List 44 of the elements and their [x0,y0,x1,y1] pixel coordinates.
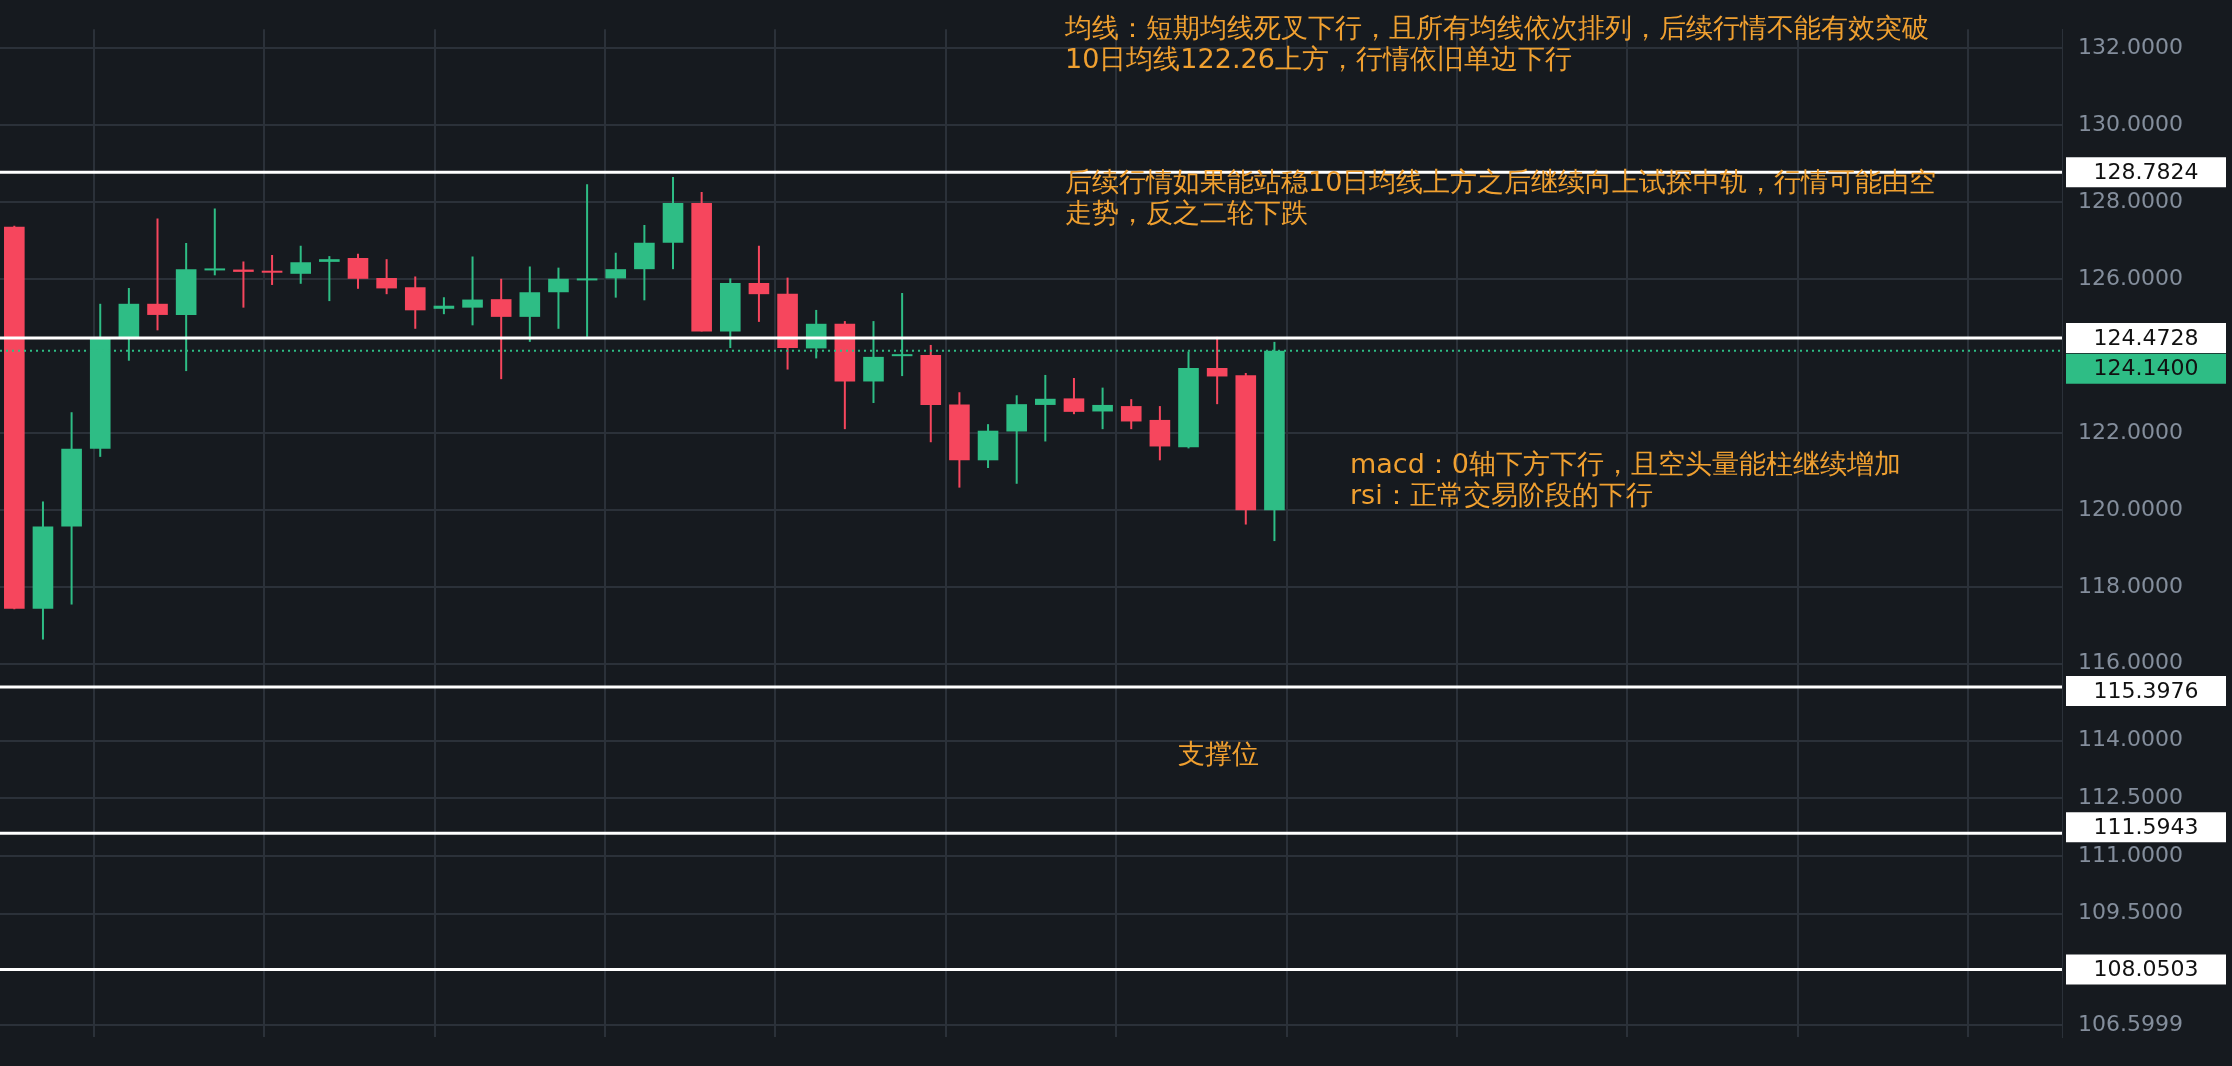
y-tick-label: 126.0000 [2078,264,2183,290]
candlestick [576,183,598,338]
y-tick-label: 128.0000 [2078,187,2183,213]
candlestick [462,255,483,327]
y-tick-label: 114.0000 [2078,726,2183,752]
ref-line-label: 128.7824 [2093,158,2199,184]
y-tick-label: 116.0000 [2078,649,2183,675]
candlestick [1120,398,1142,431]
candlestick [147,217,168,332]
candlestick [319,255,340,303]
candlestick [204,207,226,277]
candlestick [1092,386,1113,431]
y-tick-label: 109.5000 [2078,899,2183,925]
ref-line-label: 115.3976 [2093,677,2199,703]
candlestick [1035,373,1056,443]
candlestick [261,253,283,286]
y-tick-label: 106.5999 [2078,1010,2183,1036]
candlestick [548,266,569,330]
annotation: macd：0轴下方下行，且空头量能柱继续增加 [1350,448,1902,479]
annotation: rsi：正常交易阶段的下行 [1350,479,1653,510]
y-tick-label: 130.0000 [2078,111,2183,137]
candlestick [376,258,397,296]
annotation: 后续行情如果能站稳10日均线上方之后继续向上试探中轨，行情可能由空 [1065,166,1937,197]
candlestick [605,251,627,299]
y-tick-label: 118.0000 [2078,572,2183,598]
ref-line-label: 124.4728 [2093,324,2199,350]
y-tick-label: 112.5000 [2078,784,2183,810]
ref-line-label: 111.5943 [2093,813,2199,839]
ref-line-label: 108.0503 [2093,956,2199,982]
annotation: 走势，反之二轮下跌 [1065,197,1308,228]
y-tick-label: 111.0000 [2078,841,2183,867]
candlestick [1063,377,1085,416]
y-tick-label: 122.0000 [2078,418,2183,444]
y-tick-label: 132.0000 [2078,34,2183,60]
candlestick [404,275,426,330]
ref-line-label: 124.1400 [2093,355,2199,381]
candlestick [490,277,512,381]
y-tick-label: 120.0000 [2078,495,2183,521]
candlestick [290,244,312,285]
annotation: 支撑位 [1178,738,1259,769]
candlestick [347,252,369,290]
annotation: 10日均线122.26上方，行情依旧单边下行 [1065,43,1572,74]
candlestick [748,244,770,323]
annotation: 均线：短期均线死叉下行，且所有均线依次排列，后续行情不能有效突破 [1065,12,1929,43]
